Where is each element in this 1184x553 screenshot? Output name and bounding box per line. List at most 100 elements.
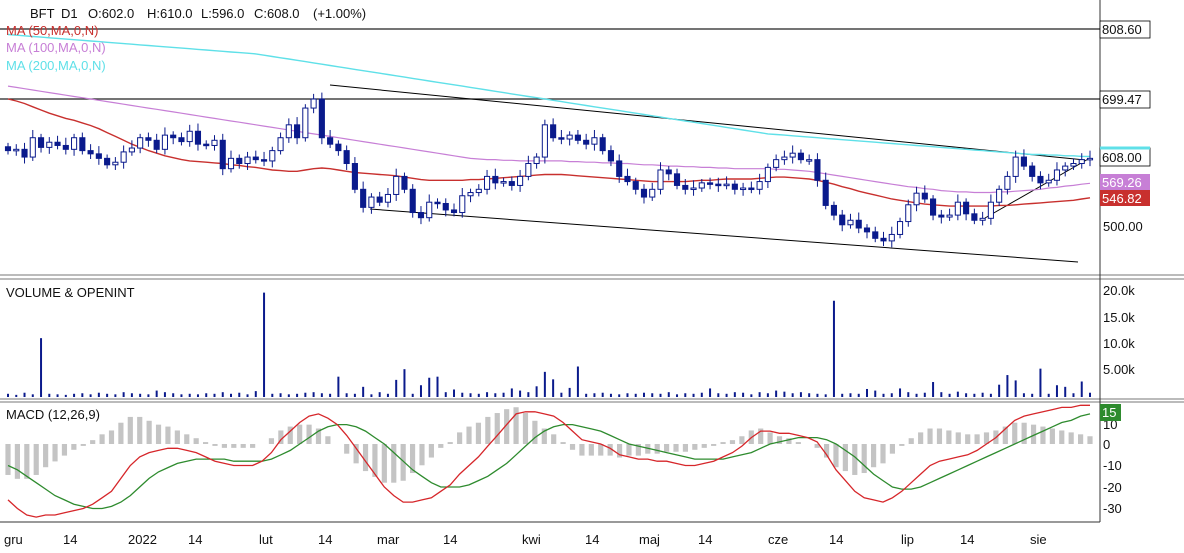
candle-body	[665, 169, 672, 175]
macd-histogram-bar	[165, 426, 171, 444]
candle-body	[566, 134, 573, 140]
legend-ma50: MA (50,MA,0,N)	[6, 23, 98, 38]
macd-histogram-bar	[400, 444, 406, 481]
candle-body	[930, 198, 937, 216]
candle-body	[797, 152, 804, 161]
macd-histogram-bar	[889, 444, 896, 454]
macd-histogram-bar	[673, 444, 679, 452]
macd-histogram-bar	[607, 444, 613, 456]
macd-histogram-bar	[983, 432, 990, 444]
candle-body	[839, 214, 846, 226]
macd-histogram-bar	[588, 444, 594, 456]
macd-histogram-bar	[494, 413, 500, 444]
header-open: O:602.0	[88, 6, 134, 21]
macd-histogram-bar	[297, 424, 303, 444]
macd-histogram-bar	[475, 422, 482, 444]
header-close: C:608.0	[254, 6, 300, 21]
candle-body	[203, 143, 210, 147]
candle-body	[971, 213, 978, 221]
price-label-546: 546.82	[1102, 191, 1142, 206]
candle-body	[963, 201, 970, 215]
macd-histogram-bar	[598, 444, 604, 456]
candle-body	[285, 124, 292, 139]
macd-signal-line	[7, 413, 1091, 510]
candle-body	[467, 192, 474, 197]
candle-body	[781, 156, 788, 161]
macd-histogram-bar	[33, 444, 39, 475]
price-tag-699-bg	[1099, 90, 1151, 109]
macd-histogram-bar	[927, 428, 933, 444]
macd-last-tag-bg	[1100, 404, 1121, 421]
macd-histogram-bar	[1068, 432, 1074, 444]
candle-body	[616, 160, 623, 177]
macd-histogram-bar	[381, 444, 387, 483]
macd-histogram-bar	[654, 444, 660, 454]
candle-body	[137, 137, 144, 149]
candle-body	[194, 130, 202, 145]
candle-body	[913, 192, 920, 206]
candle-body	[104, 157, 111, 166]
macd-histogram-bar	[946, 430, 952, 444]
header-change: (+1.00%)	[313, 6, 366, 21]
ma100-line	[7, 85, 1091, 194]
macd-histogram-bar	[344, 444, 350, 454]
macd-histogram-bar	[833, 444, 839, 468]
candle-body	[219, 139, 226, 170]
candle-body	[13, 148, 20, 152]
macd-histogram-bar	[137, 416, 143, 444]
candle-body	[186, 130, 193, 143]
macd-histogram-bar	[635, 444, 641, 456]
header-symbol: BFT	[30, 6, 55, 21]
time-label: 14	[188, 532, 202, 547]
candle-body	[1078, 159, 1085, 165]
candle-body	[624, 175, 631, 183]
time-label: lip	[901, 532, 914, 547]
candle-body	[95, 153, 102, 159]
macd-histogram-bar	[118, 422, 124, 444]
moving-averages	[7, 33, 1091, 207]
macd-tick-neg20: -20	[1103, 480, 1122, 495]
macd-histogram-bar	[1030, 424, 1037, 444]
candle-body	[954, 201, 961, 216]
candle-body	[690, 187, 697, 191]
macd-histogram-bar	[278, 430, 284, 444]
macd-histogram-bar	[739, 436, 745, 444]
ma200-line	[7, 33, 1090, 158]
macd-histogram-bar	[325, 436, 331, 444]
macd-histogram-bar	[664, 444, 670, 452]
candle-body	[533, 156, 540, 165]
macd-histogram-bar	[268, 438, 275, 444]
macd-histogram-bar	[306, 424, 312, 444]
macd-histogram-bar	[767, 432, 773, 444]
time-label: cze	[768, 532, 788, 547]
macd-histogram-bar	[485, 416, 491, 444]
candle-body	[1070, 163, 1077, 167]
candle-body	[21, 148, 28, 158]
macd-histogram-bar	[711, 444, 717, 446]
candle-body	[872, 231, 879, 239]
macd-histogram-bar	[250, 444, 256, 448]
volume-bars	[7, 292, 1091, 397]
header-low: L:596.0	[201, 6, 244, 21]
candle-body	[277, 137, 284, 152]
candle-body	[847, 219, 854, 226]
trendline-support	[984, 157, 1091, 219]
macd-histogram-bar	[955, 432, 961, 444]
candle-body	[632, 181, 639, 190]
macd-panel-title: MACD (12,26,9)	[6, 407, 100, 422]
macd-tick-neg10: -10	[1103, 458, 1122, 473]
macd-histogram-bar	[701, 444, 707, 448]
macd-histogram-bar	[522, 413, 529, 444]
trendline-upper	[329, 84, 1086, 161]
candle-body	[550, 124, 557, 139]
macd-line	[7, 404, 1090, 518]
macd-histogram-bar	[353, 444, 359, 464]
candle-body	[401, 175, 408, 190]
candle-body	[335, 143, 342, 152]
candle-body	[756, 181, 763, 190]
candle-body	[54, 141, 61, 146]
candle-body	[417, 212, 425, 219]
candle-body	[29, 137, 36, 158]
macd-histogram-bar	[240, 444, 246, 448]
macd-histogram-bar	[5, 444, 11, 475]
